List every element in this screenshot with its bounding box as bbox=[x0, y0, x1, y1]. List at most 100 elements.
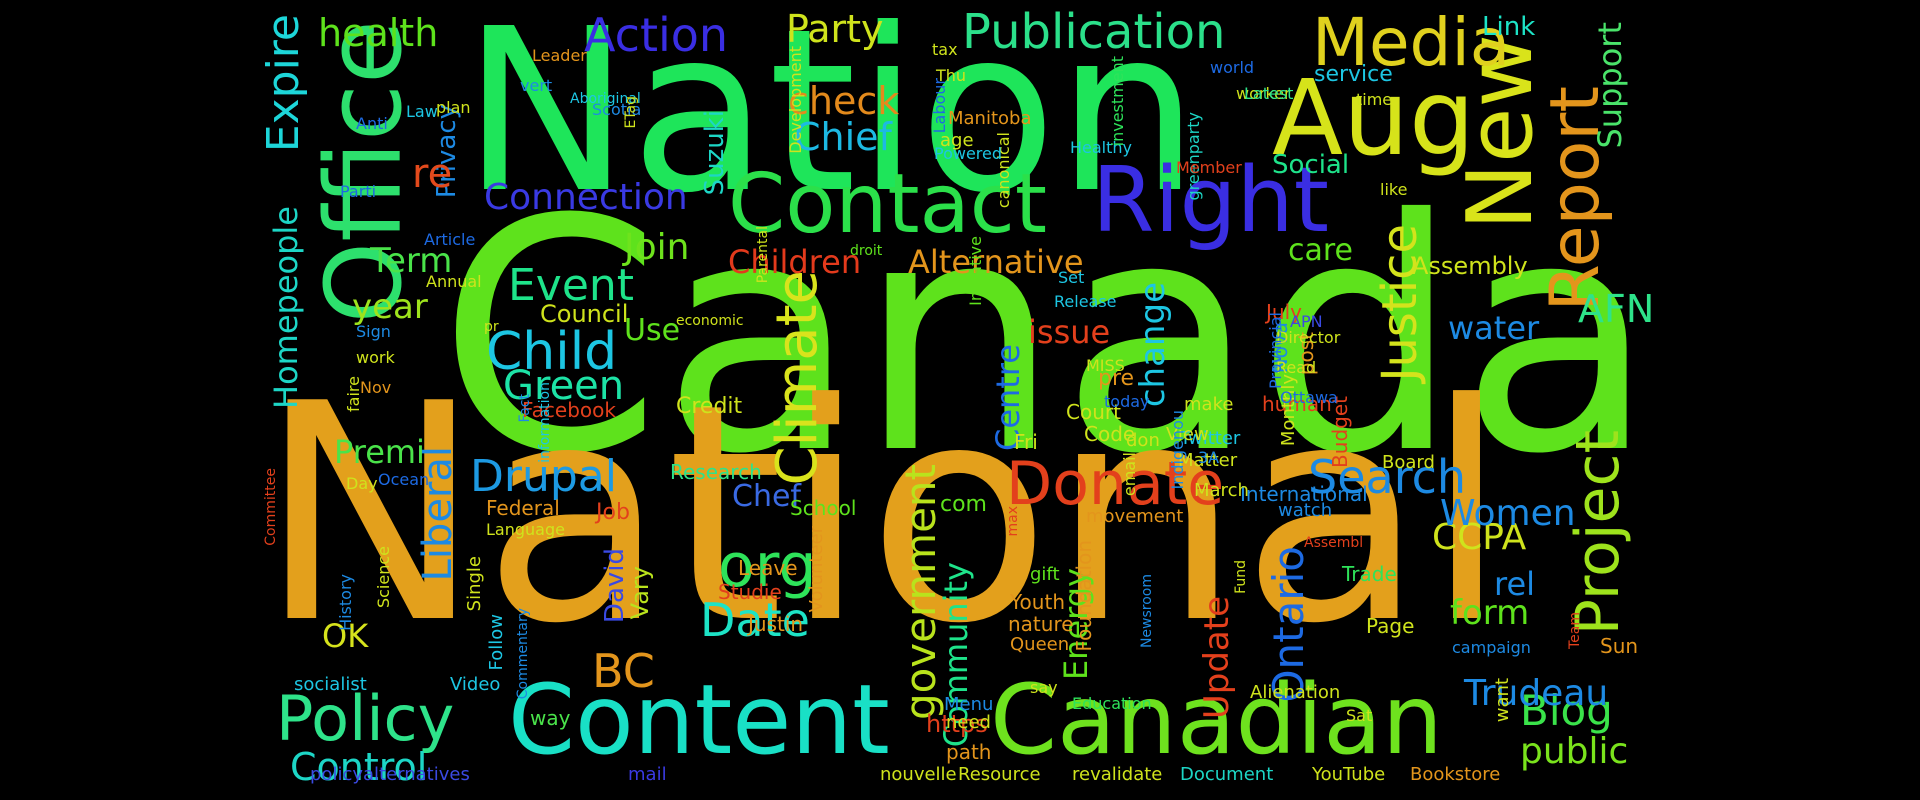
cloud-word: Manitoba bbox=[948, 108, 1032, 129]
cloud-word: Bookstore bbox=[1410, 764, 1501, 785]
cloud-word: Trudeau bbox=[1464, 673, 1609, 714]
cloud-word: Update bbox=[1197, 596, 1237, 720]
cloud-word: time bbox=[1356, 90, 1393, 109]
cloud-word: Read bbox=[1276, 358, 1317, 377]
cloud-word: Children bbox=[728, 243, 862, 281]
cloud-word: Director bbox=[1276, 328, 1341, 347]
cloud-word: Use bbox=[624, 313, 681, 348]
cloud-word: Article bbox=[424, 230, 476, 249]
cloud-word: Single bbox=[464, 556, 485, 612]
cloud-word: ETag bbox=[623, 96, 639, 129]
cloud-word: Chief bbox=[794, 115, 892, 159]
cloud-word: Powered bbox=[934, 144, 1003, 163]
cloud-word: Development bbox=[786, 46, 805, 154]
cloud-word: mail bbox=[628, 764, 667, 785]
cloud-word: Thu bbox=[936, 66, 967, 85]
cloud-word: pr bbox=[484, 319, 499, 335]
cloud-word: Committee bbox=[263, 468, 279, 546]
cloud-word: OK bbox=[322, 617, 369, 655]
cloud-word: Set bbox=[1058, 268, 1085, 287]
cloud-word: campaign bbox=[1452, 638, 1531, 657]
cloud-word: Date bbox=[700, 593, 810, 647]
cloud-word: tax bbox=[932, 40, 958, 59]
cloud-word: email bbox=[1120, 452, 1139, 497]
cloud-word: Control bbox=[290, 745, 428, 789]
cloud-word: Suzuki bbox=[700, 110, 730, 196]
cloud-word: View bbox=[1166, 424, 1209, 445]
cloud-word: Homepeople bbox=[267, 206, 305, 409]
cloud-word: Leave bbox=[738, 556, 798, 580]
cloud-word: Social bbox=[1272, 150, 1350, 180]
cloud-word: Drupal bbox=[470, 451, 617, 502]
cloud-word: work bbox=[356, 348, 395, 367]
cloud-word: vert bbox=[520, 76, 553, 95]
cloud-word: Provincial bbox=[1266, 312, 1285, 389]
cloud-word: Content bbox=[508, 664, 890, 776]
cloud-word: Fund bbox=[1233, 560, 1249, 594]
cloud-word: health bbox=[318, 11, 439, 55]
cloud-word: Alienation bbox=[1250, 682, 1341, 703]
cloud-word: Donate bbox=[1006, 449, 1225, 519]
cloud-word: Nation bbox=[462, 0, 1200, 243]
cloud-word: Contact bbox=[728, 157, 1048, 252]
cloud-word: service bbox=[1314, 62, 1393, 87]
cloud-word: Day bbox=[346, 474, 378, 493]
cloud-word: Policy bbox=[276, 682, 455, 755]
cloud-word: March bbox=[1194, 480, 1249, 501]
cloud-word: Sat bbox=[1346, 706, 1373, 725]
cloud-word: issue bbox=[1028, 313, 1111, 351]
cloud-word: pre bbox=[1098, 366, 1135, 391]
cloud-word: Commentary bbox=[515, 608, 531, 700]
cloud-word: Federal bbox=[486, 496, 560, 520]
cloud-word: revalidate bbox=[1072, 764, 1163, 785]
cloud-word: watch bbox=[1278, 500, 1333, 521]
cloud-word: Assembly bbox=[1412, 252, 1528, 280]
cloud-word: Sign bbox=[356, 322, 391, 341]
cloud-word: Chef bbox=[732, 479, 801, 514]
cloud-word: Justice bbox=[1372, 224, 1428, 382]
cloud-word: Team bbox=[1567, 612, 1583, 650]
cloud-word: Research bbox=[670, 460, 762, 484]
cloud-word: Link bbox=[1482, 12, 1536, 42]
cloud-word: MISS bbox=[1086, 356, 1125, 375]
cloud-word: Parti bbox=[340, 182, 377, 201]
cloud-word: History bbox=[336, 574, 355, 631]
cloud-word: Education bbox=[1072, 694, 1152, 713]
cloud-word: max bbox=[1005, 506, 1021, 537]
cloud-word: Court bbox=[1066, 400, 1121, 424]
cloud-word: Job bbox=[596, 500, 630, 525]
cloud-word: Scotia bbox=[592, 100, 642, 119]
cloud-word: Ontario bbox=[1264, 546, 1313, 703]
cloud-word: International bbox=[1240, 482, 1368, 506]
cloud-word: droit bbox=[850, 243, 883, 259]
cloud-word: Support bbox=[1591, 22, 1629, 149]
cloud-word: Twitter bbox=[1180, 428, 1241, 449]
cloud-word: way bbox=[530, 706, 571, 730]
cloud-word: Page bbox=[1366, 614, 1415, 638]
cloud-word: Assembl bbox=[1304, 535, 1364, 551]
cloud-word: July bbox=[1266, 300, 1302, 324]
cloud-word: Women bbox=[1440, 493, 1576, 534]
cloud-word: Sun bbox=[1600, 634, 1639, 658]
cloud-word: Aboriginal bbox=[570, 91, 641, 107]
cloud-word: investment bbox=[1108, 56, 1127, 147]
cloud-word: Council bbox=[540, 300, 629, 328]
cloud-word: like bbox=[1380, 180, 1408, 199]
cloud-word: Law bbox=[406, 102, 438, 121]
cloud-word: Foundation bbox=[1072, 540, 1096, 652]
cloud-word: Matter bbox=[1178, 450, 1238, 471]
cloud-word: Child bbox=[486, 322, 618, 382]
cloud-word: Initiative bbox=[966, 236, 985, 306]
cloud-word: Aug bbox=[1272, 57, 1476, 179]
cloud-word: Trade bbox=[1342, 562, 1397, 586]
cloud-word: don bbox=[1126, 430, 1160, 451]
cloud-word: today bbox=[1104, 392, 1150, 411]
cloud-word: Leader bbox=[532, 46, 587, 65]
cloud-word: Language bbox=[486, 520, 565, 539]
cloud-word: greenparty bbox=[1184, 112, 1203, 201]
cloud-word: Blog bbox=[1520, 686, 1613, 735]
cloud-word: water bbox=[1448, 309, 1540, 347]
cloud-word: Green bbox=[503, 363, 625, 409]
cloud-word: socialist bbox=[294, 674, 367, 695]
cloud-word: 3A bbox=[1198, 448, 1220, 467]
